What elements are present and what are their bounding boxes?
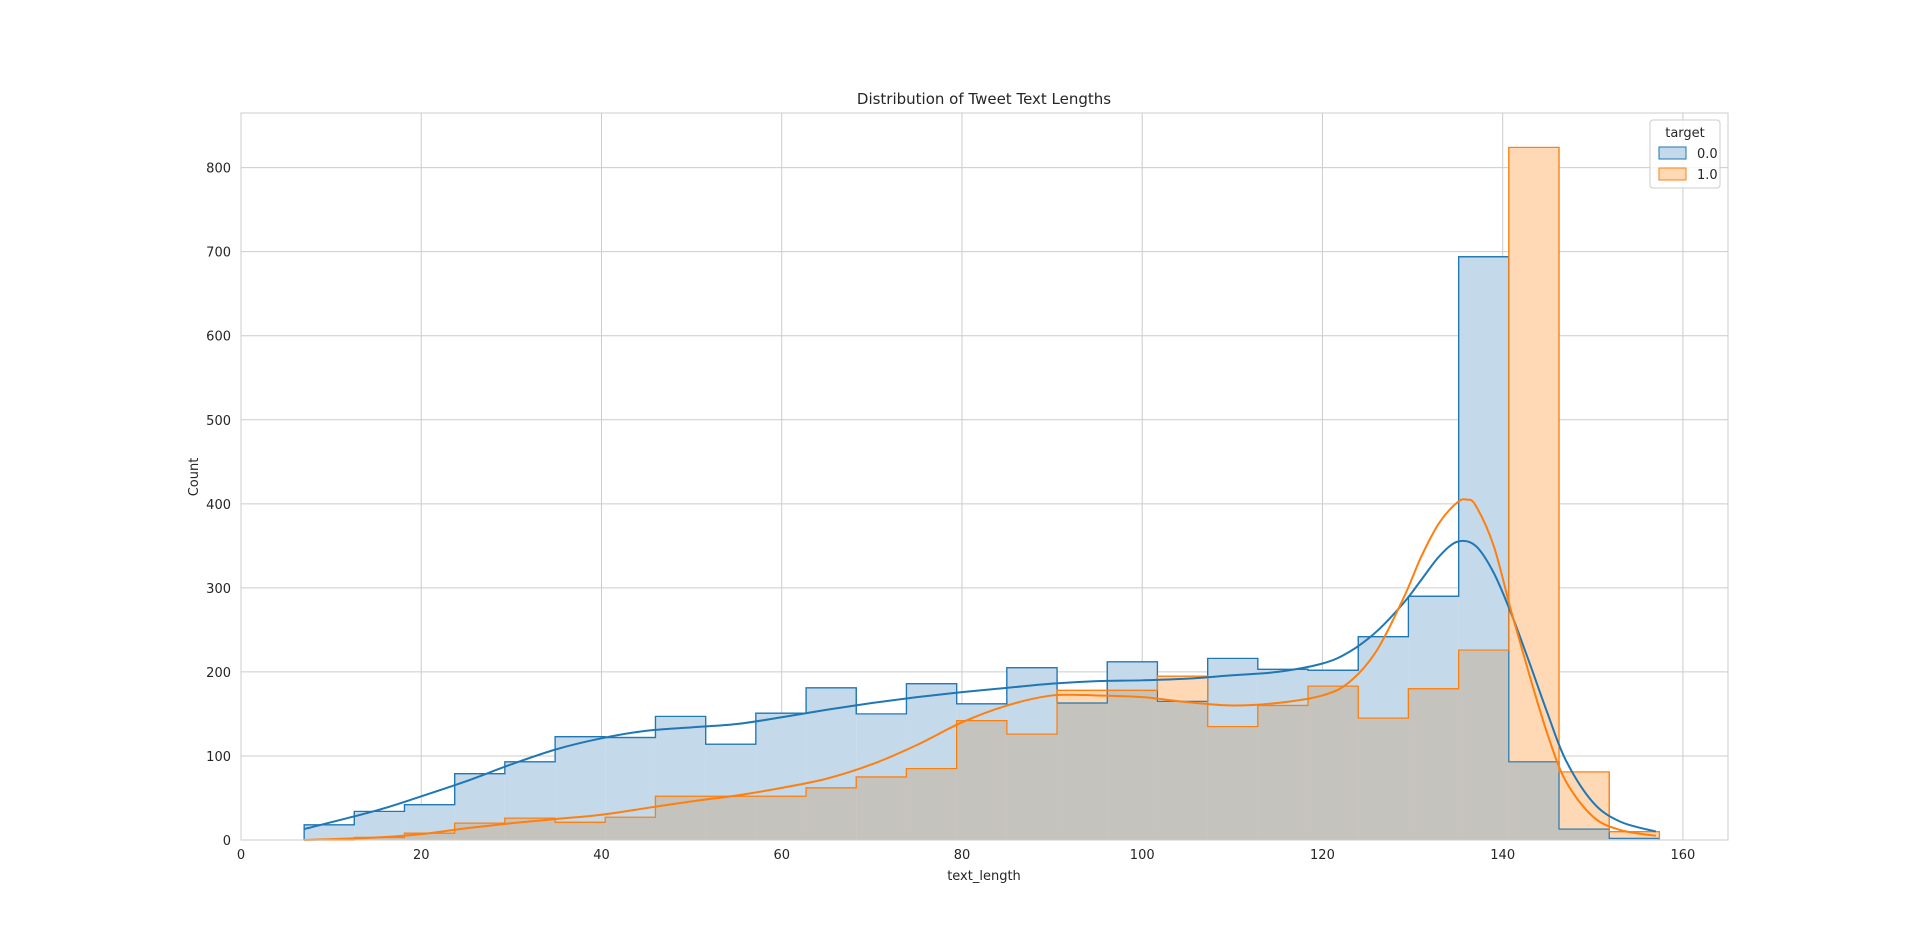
x-tick-label: 0: [237, 848, 245, 863]
x-tick-label: 20: [413, 848, 430, 863]
overlap-bar: [1107, 690, 1158, 840]
overlap-bar: [1508, 761, 1560, 840]
y-tick-label: 800: [206, 162, 231, 177]
y-tick-label: 200: [206, 666, 231, 681]
x-axis-label: text_length: [947, 869, 1021, 884]
y-tick-label: 400: [206, 498, 231, 513]
x-axis-ticks: 0 20 40 60 80 100 120 140 160: [237, 848, 1695, 863]
overlap-bar: [555, 822, 606, 840]
x-tick-label: 160: [1671, 848, 1696, 863]
overlap-bar: [1458, 650, 1509, 840]
overlap-bar: [1408, 688, 1459, 840]
legend-title: target: [1665, 126, 1705, 141]
y-tick-label: 300: [206, 582, 231, 597]
x-tick-label: 140: [1490, 848, 1515, 863]
x-tick-label: 80: [954, 848, 971, 863]
y-tick-label: 0: [223, 834, 231, 849]
plot-frame: [240, 112, 1729, 841]
x-tick-label: 120: [1310, 848, 1335, 863]
legend-label-0: 0.0: [1697, 147, 1718, 162]
overlap-bar: [906, 768, 957, 840]
histogram-bars: [303, 146, 1661, 841]
x-tick-label: 60: [773, 848, 790, 863]
kde-curves: [303, 498, 1657, 841]
y-axis-ticks: 0 100 200 300 400 500 600 700 800: [206, 162, 231, 849]
overlap-bar: [856, 776, 907, 840]
overlap-bar: [1559, 829, 1610, 840]
y-tick-label: 600: [206, 330, 231, 345]
series-0-outline: [303, 256, 1661, 840]
histogram-bar-1.0: [1609, 831, 1660, 840]
overlap-bar: [806, 787, 857, 840]
kde-line-0.0: [303, 539, 1657, 833]
series-1-outline: [304, 146, 1661, 841]
overlap-bar: [1609, 838, 1660, 840]
overlap-bar: [1257, 705, 1309, 840]
overlap-bar: [1358, 718, 1409, 840]
overlap-bar: [605, 817, 656, 840]
overlap-bar: [354, 837, 405, 840]
x-tick-label: 40: [593, 848, 610, 863]
overlap-bar: [1157, 701, 1208, 840]
legend-label-1: 1.0: [1697, 168, 1718, 183]
overlap-bar: [705, 796, 756, 840]
histogram-bar-0.0: [304, 824, 355, 840]
y-axis-label: Count: [187, 458, 202, 497]
chart-title: Distribution of Tweet Text Lengths: [857, 90, 1111, 108]
legend: target 0.0 1.0: [1649, 119, 1721, 189]
y-tick-label: 500: [206, 414, 231, 429]
overlap-bar: [1207, 726, 1258, 840]
legend-swatch-1: [1658, 167, 1687, 181]
overlap-bar: [755, 796, 807, 840]
overlap-bar: [1308, 686, 1359, 840]
overlap-bar: [956, 720, 1007, 840]
overlap-bars: [303, 146, 1661, 841]
y-tick-label: 100: [206, 750, 231, 765]
kde-line-1.0: [304, 498, 1657, 841]
overlap-bar: [1057, 703, 1108, 840]
y-tick-label: 700: [206, 246, 231, 261]
overlap-bar: [1006, 734, 1058, 840]
x-tick-label: 100: [1130, 848, 1155, 863]
histogram-bar-1.0: [1508, 147, 1560, 840]
histogram-bar-0.0: [354, 811, 405, 840]
legend-swatch-0: [1658, 146, 1687, 160]
overlap-bar: [404, 833, 455, 840]
